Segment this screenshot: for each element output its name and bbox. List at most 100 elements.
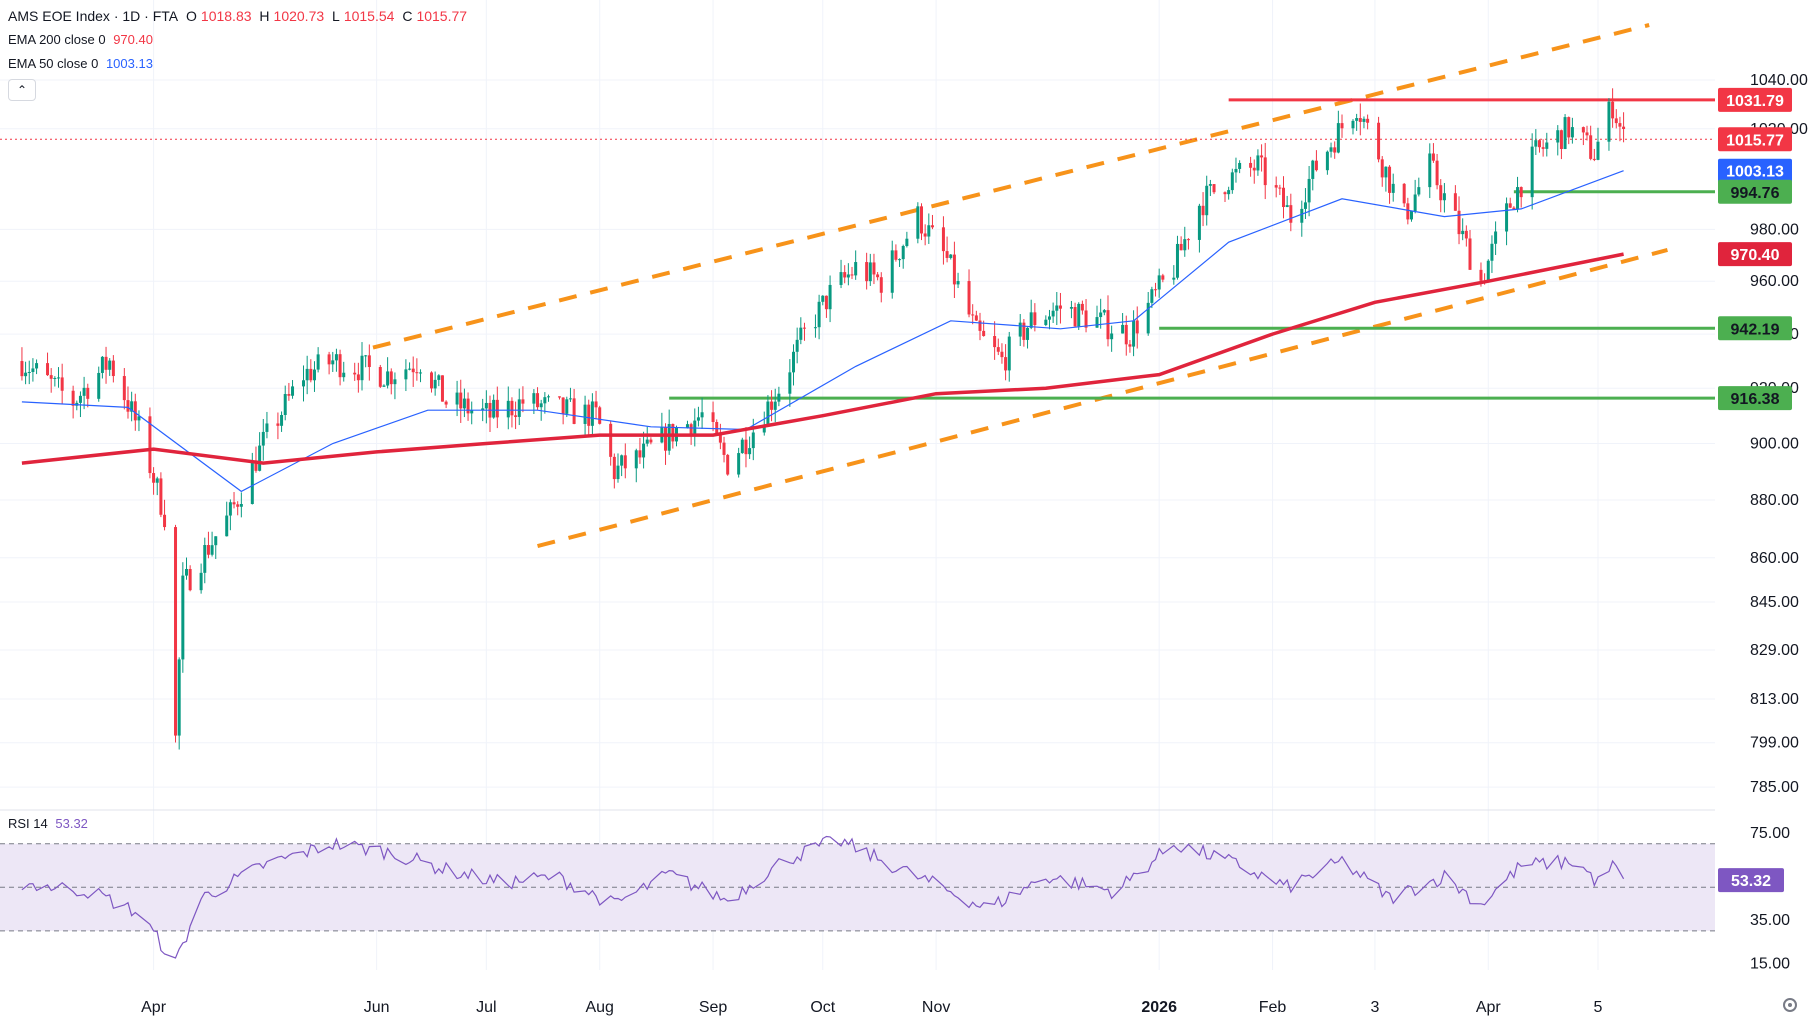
candle-body xyxy=(671,423,675,442)
candle xyxy=(945,236,949,263)
settings-icon[interactable] xyxy=(1783,998,1797,1012)
candle-body xyxy=(952,254,956,285)
candle-body xyxy=(1029,312,1033,328)
candle xyxy=(1004,344,1008,381)
candle xyxy=(1029,299,1033,330)
candle xyxy=(766,395,770,428)
candle xyxy=(1234,157,1238,183)
candle xyxy=(1530,133,1534,210)
candle-body xyxy=(532,393,536,404)
candle xyxy=(978,312,982,341)
candle xyxy=(265,411,269,439)
candle xyxy=(916,202,920,244)
candle xyxy=(993,321,997,360)
y-tick-label: 900.00 xyxy=(1750,435,1799,452)
candle xyxy=(367,344,371,381)
candle-body xyxy=(214,536,218,546)
candle-body xyxy=(283,394,287,415)
candle-body xyxy=(309,368,313,381)
candle-body xyxy=(280,414,284,426)
candle xyxy=(1289,193,1293,232)
candle xyxy=(1256,149,1260,176)
low-label: L xyxy=(332,8,340,24)
candle xyxy=(1212,184,1216,195)
candle-body xyxy=(718,433,722,443)
candle xyxy=(1051,302,1055,323)
candle xyxy=(1413,179,1417,214)
candle-body xyxy=(1172,277,1176,280)
candle-body xyxy=(1614,118,1618,124)
candle xyxy=(1351,119,1355,135)
candle-body xyxy=(792,351,796,373)
candle-body xyxy=(923,233,927,237)
candle xyxy=(404,359,408,392)
candle-body xyxy=(1150,289,1154,303)
candle-body xyxy=(1530,146,1534,198)
ema50-legend[interactable]: EMA 50 close 0 1003.13 xyxy=(8,56,157,71)
price-tag-support: 942.19 xyxy=(1718,316,1792,341)
candle-body xyxy=(1559,130,1563,149)
candle xyxy=(356,362,360,393)
candle xyxy=(462,388,466,418)
candle xyxy=(740,437,744,454)
rsi-legend[interactable]: RSI 14 53.32 xyxy=(8,816,92,831)
axes: 1040.001020.00980.00960.00940.00920.0090… xyxy=(141,72,1808,1016)
price-tag-resistance: 1031.79 xyxy=(1718,87,1792,112)
candle-body xyxy=(1592,158,1596,160)
candle xyxy=(495,386,499,429)
candle xyxy=(309,359,313,383)
candle-body xyxy=(1282,187,1286,208)
candle-body xyxy=(122,376,126,401)
candle xyxy=(1099,298,1103,329)
candle-body xyxy=(638,450,642,458)
candle-body xyxy=(634,450,638,469)
candle-body xyxy=(762,426,766,433)
candle xyxy=(598,405,602,425)
candle xyxy=(506,386,510,430)
collapse-legend-button[interactable]: ⌃ xyxy=(8,79,36,101)
candle-body xyxy=(1004,357,1008,371)
candle-body xyxy=(879,277,883,293)
candle xyxy=(1073,302,1077,327)
candle xyxy=(894,244,898,262)
candle xyxy=(876,272,880,281)
candle-body xyxy=(46,363,50,376)
y-tick-label: 960.00 xyxy=(1750,273,1799,290)
candle xyxy=(777,386,781,407)
candle-body xyxy=(100,356,104,373)
candle xyxy=(1047,309,1051,330)
candle xyxy=(97,366,101,402)
candle-body xyxy=(1055,305,1059,311)
candle xyxy=(664,423,668,465)
candle xyxy=(1333,141,1337,159)
candle-body xyxy=(1128,344,1132,347)
candle-body xyxy=(1585,132,1589,136)
candle xyxy=(1300,200,1304,237)
candle xyxy=(353,362,357,381)
candle-body xyxy=(1146,302,1150,334)
candle xyxy=(1146,292,1150,336)
rsi-pane[interactable] xyxy=(0,835,1715,959)
candle-body xyxy=(408,368,412,370)
candle-body xyxy=(331,360,335,365)
candle-body xyxy=(86,387,90,399)
candle xyxy=(1366,114,1370,130)
candle-body xyxy=(291,386,295,396)
candle xyxy=(1435,153,1439,190)
ema200-legend[interactable]: EMA 200 close 0 970.40 xyxy=(8,32,157,47)
candle-body xyxy=(302,380,306,387)
x-tick-label: Oct xyxy=(810,999,835,1016)
candle xyxy=(1494,221,1498,256)
candle xyxy=(1197,203,1201,253)
candle-body xyxy=(594,401,598,408)
candle-body xyxy=(360,355,364,381)
candle-body xyxy=(356,374,360,381)
candle-body xyxy=(1358,118,1362,122)
candle-body xyxy=(466,398,470,414)
candle xyxy=(254,446,258,473)
candle-body xyxy=(649,439,653,443)
candle xyxy=(181,562,185,673)
candle-body xyxy=(1388,166,1392,193)
price-pane[interactable] xyxy=(0,23,1715,750)
